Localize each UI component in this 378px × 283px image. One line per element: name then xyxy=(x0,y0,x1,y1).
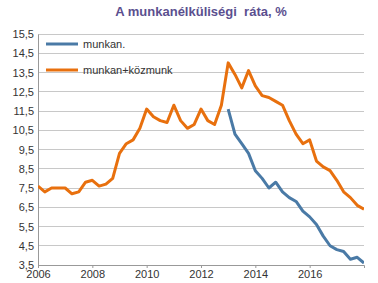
plot-area: 3,54,55,56,57,58,59,510,511,512,513,514,… xyxy=(13,28,365,280)
y-tick-label: 15,5 xyxy=(13,28,34,40)
x-tick-label: 2008 xyxy=(81,268,105,280)
legend-label: munkan+közmunk xyxy=(83,64,173,76)
grid-line xyxy=(38,91,364,92)
title: A munkanélküliségi ráta, % xyxy=(115,4,287,19)
x-tick: 2010 xyxy=(135,265,159,280)
grid-line xyxy=(38,245,364,246)
y-tick-label: 5,5 xyxy=(19,221,34,233)
y-axis-line xyxy=(38,35,39,266)
y-tick: 11,5 xyxy=(13,105,38,117)
y-tick-label: 13,5 xyxy=(13,67,34,79)
x-tick-label: 2014 xyxy=(244,268,268,280)
legend-swatch xyxy=(46,69,78,72)
y-tick-label: 9,5 xyxy=(19,144,34,156)
x-tick: 2014 xyxy=(244,265,268,280)
y-tick: 14,5 xyxy=(13,47,38,59)
y-tick-label: 14,5 xyxy=(13,47,34,59)
legend-item: munkan+közmunk xyxy=(46,64,173,76)
x-tick: 2012 xyxy=(189,265,213,280)
x-tick: 2008 xyxy=(81,265,105,280)
y-tick-label: 4,5 xyxy=(19,240,34,252)
series-lines xyxy=(38,63,364,263)
y-tick: 9,5 xyxy=(19,144,38,156)
chart: 3,54,55,56,57,58,59,510,511,512,513,514,… xyxy=(0,0,378,283)
legend-swatch xyxy=(46,43,78,46)
x-tick-label: 2010 xyxy=(135,268,159,280)
y-tick-label: 6,5 xyxy=(19,201,34,213)
y-tick-label: 12,5 xyxy=(13,86,34,98)
y-tick: 5,5 xyxy=(19,221,38,233)
y-tick: 13,5 xyxy=(13,67,38,79)
y-tick-label: 10,5 xyxy=(13,124,34,136)
legend: munkan. munkan+közmunk xyxy=(46,38,173,76)
y-tick: 4,5 xyxy=(19,240,38,252)
y-tick-label: 7,5 xyxy=(19,182,34,194)
y-tick-label: 8,5 xyxy=(19,163,34,175)
grid-line xyxy=(38,168,364,169)
series-line xyxy=(38,63,364,209)
grid-line xyxy=(38,149,364,150)
x-axis: 2006 2008 2010 2012 2014 2016 xyxy=(26,265,364,280)
y-tick: 7,5 xyxy=(19,182,38,194)
y-tick-label: 11,5 xyxy=(13,105,34,117)
x-tick-label: 2016 xyxy=(298,268,322,280)
y-tick: 12,5 xyxy=(13,86,38,98)
y-tick: 10,5 xyxy=(13,124,38,136)
y-tick: 8,5 xyxy=(19,163,38,175)
legend-item: munkan. xyxy=(46,38,125,50)
y-tick: 6,5 xyxy=(19,201,38,213)
grid xyxy=(38,34,364,265)
x-tick: 2006 xyxy=(26,265,50,280)
grid-line xyxy=(38,130,364,131)
legend-label: munkan. xyxy=(83,38,125,50)
grid-line xyxy=(38,207,364,208)
y-axis: 3,54,55,56,57,58,59,510,511,512,513,514,… xyxy=(13,28,39,271)
grid-line xyxy=(38,188,364,189)
x-tick-label: 2012 xyxy=(189,268,213,280)
grid-line xyxy=(38,34,364,35)
y-tick: 15,5 xyxy=(13,28,38,40)
grid-line xyxy=(38,53,364,54)
x-tick: 2016 xyxy=(298,265,322,280)
grid-line xyxy=(38,226,364,227)
x-tick-label: 2006 xyxy=(26,268,50,280)
